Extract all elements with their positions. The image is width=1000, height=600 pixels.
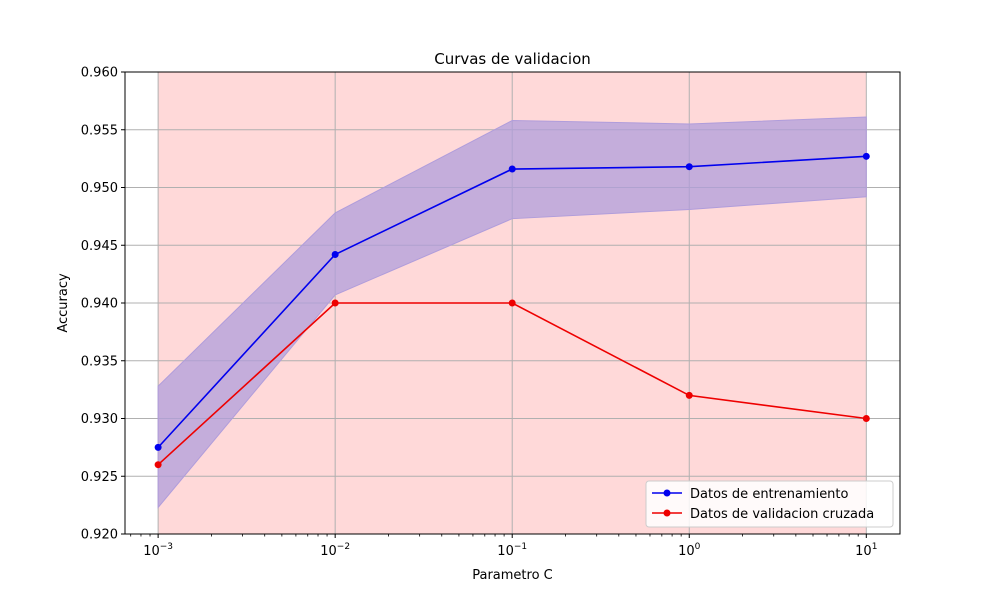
legend-label-training: Datos de entrenamiento — [690, 487, 849, 502]
series-0-point-0 — [154, 443, 162, 451]
y-tick-label-3: 0.935 — [81, 354, 118, 369]
series-1-point-2 — [508, 299, 516, 307]
y-tick-label-2: 0.930 — [81, 412, 118, 427]
series-1-point-4 — [862, 415, 870, 422]
series-lines — [154, 152, 870, 469]
y-tick-label-6: 0.950 — [81, 181, 118, 196]
legend-box — [645, 480, 894, 528]
x-tick-exponent-1: −2 — [337, 542, 350, 552]
x-tick-label-1: 10−2 — [320, 542, 350, 559]
y-tick-label-4: 0.940 — [81, 297, 118, 312]
x-tick-label-3: 100 — [678, 542, 701, 559]
legend-marker-training — [663, 489, 671, 497]
chart-title: Curvas de validacion — [434, 50, 591, 68]
y-tick-label-0: 0.920 — [81, 528, 118, 543]
series-0-point-1 — [331, 250, 339, 258]
legend-entry-training: Datos de entrenamiento — [652, 487, 849, 502]
axes — [121, 71, 901, 538]
series-1-point-0 — [154, 461, 162, 469]
legend-entry-validation: Datos de validacion cruzada — [652, 507, 874, 522]
y-tick-label-7: 0.955 — [81, 123, 118, 138]
y-axis-label: Accuracy — [56, 273, 71, 333]
x-tick-label-0: 10−3 — [143, 542, 173, 559]
series-1-point-1 — [331, 299, 339, 307]
legend: Datos de entrenamiento Datos de validaci… — [645, 480, 894, 528]
y-tick-label-1: 0.925 — [81, 470, 118, 485]
x-tick-exponent-0: −3 — [160, 542, 173, 552]
series-0-point-3 — [685, 163, 693, 171]
x-tick-label-2: 10−1 — [497, 542, 527, 559]
training-std-band — [157, 116, 867, 509]
confidence-band — [157, 116, 867, 509]
x-tick-exponent-3: 0 — [695, 542, 701, 552]
y-tick-label-8: 0.960 — [81, 66, 118, 81]
x-tick-exponent-4: 1 — [872, 542, 878, 552]
tick-labels: 0.920 0.925 0.930 0.935 0.940 0.945 0.950 0.955… — [81, 66, 878, 560]
series-0-point-4 — [862, 152, 870, 160]
series-0-point-2 — [508, 165, 516, 173]
legend-marker-validation — [663, 509, 671, 517]
legend-label-validation: Datos de validacion cruzada — [690, 507, 874, 522]
series-1-point-3 — [685, 391, 693, 399]
y-tick-label-5: 0.945 — [81, 239, 118, 254]
x-axis-label: Parametro C — [472, 568, 553, 583]
x-tick-exponent-2: −1 — [514, 542, 527, 552]
x-tick-label-4: 101 — [855, 542, 877, 559]
